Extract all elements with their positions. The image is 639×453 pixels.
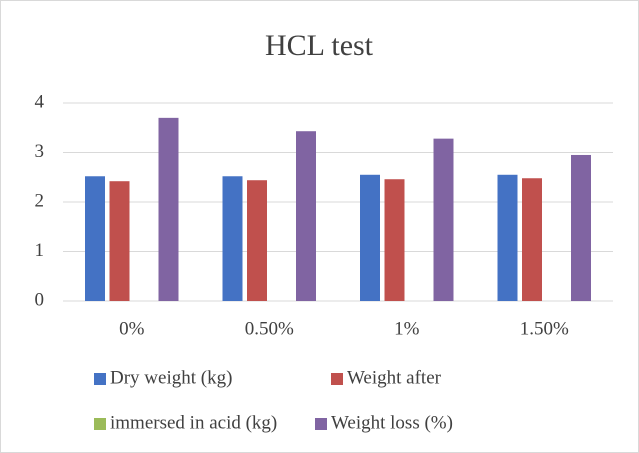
- legend-label: Weight loss (%): [331, 412, 453, 433]
- bar: [109, 181, 130, 301]
- bar: [85, 176, 105, 301]
- bar: [384, 179, 405, 301]
- y-tick-label: 2: [35, 190, 45, 211]
- y-tick-label: 4: [35, 91, 45, 112]
- y-tick-label: 1: [35, 240, 45, 261]
- bar: [158, 117, 179, 301]
- legend-swatch: [94, 418, 106, 430]
- bar: [497, 174, 518, 301]
- legend-swatch: [315, 418, 327, 430]
- bar: [222, 176, 243, 301]
- legend-label: Weight after: [347, 367, 442, 388]
- y-tick-label: 0: [35, 289, 45, 310]
- bar: [522, 178, 542, 301]
- bar: [360, 174, 380, 301]
- legend-label: immersed in acid (kg): [110, 412, 277, 433]
- legend-label: Dry weight (kg): [110, 367, 232, 388]
- bar: [571, 154, 591, 301]
- x-tick-label: 1.50%: [520, 318, 569, 339]
- y-tick-label: 3: [35, 141, 45, 162]
- bar: [433, 138, 454, 301]
- x-tick-label: 0%: [119, 318, 145, 339]
- x-tick-label: 0.50%: [245, 318, 294, 339]
- legend-swatch: [331, 373, 343, 385]
- x-tick-label: 1%: [394, 318, 420, 339]
- legend-swatch: [94, 373, 106, 385]
- bar: [247, 180, 267, 301]
- chart-title: HCL test: [265, 29, 374, 62]
- bar: [296, 131, 316, 301]
